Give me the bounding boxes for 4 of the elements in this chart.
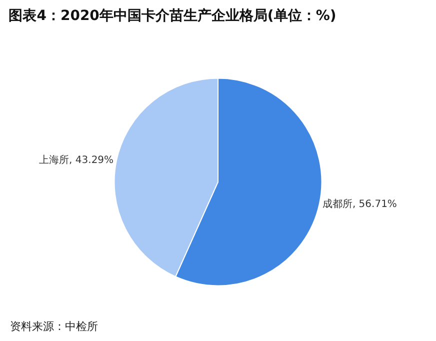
text: 资料来源：中检所 bbox=[10, 320, 98, 333]
slice-label: 成都所, 56.71% bbox=[322, 198, 397, 210]
chart-title: 图表4：2020年中国卡介苗生产企业格局(单位：%) bbox=[8, 7, 336, 24]
slice-label: 上海所, 43.29% bbox=[39, 154, 114, 166]
